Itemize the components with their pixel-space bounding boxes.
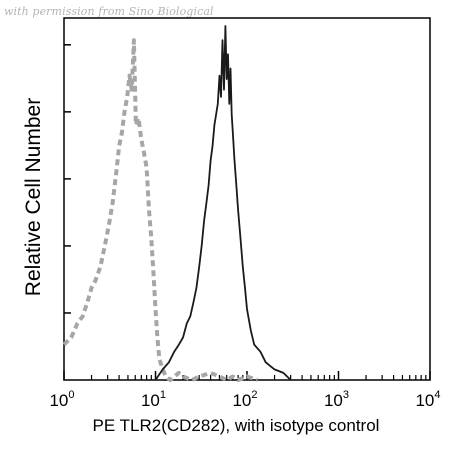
plot-frame xyxy=(63,17,431,381)
watermark: with permission from Sino Biological xyxy=(4,5,214,18)
x-tick-label: 104 xyxy=(415,389,440,410)
y-axis-label: Relative Cell Number xyxy=(22,98,45,296)
x-tick-label: 100 xyxy=(49,389,74,410)
plot-area: 100 101 102 103 104 xyxy=(49,17,441,410)
isotype-control-histogram xyxy=(62,38,259,382)
x-tick-label: 103 xyxy=(324,389,349,410)
x-tick-label: 101 xyxy=(141,389,166,410)
x-axis-label: PE TLR2(CD282), with isotype control xyxy=(93,416,380,435)
x-tick-label: 102 xyxy=(232,389,257,410)
tlr2-stained-histogram xyxy=(154,25,292,381)
